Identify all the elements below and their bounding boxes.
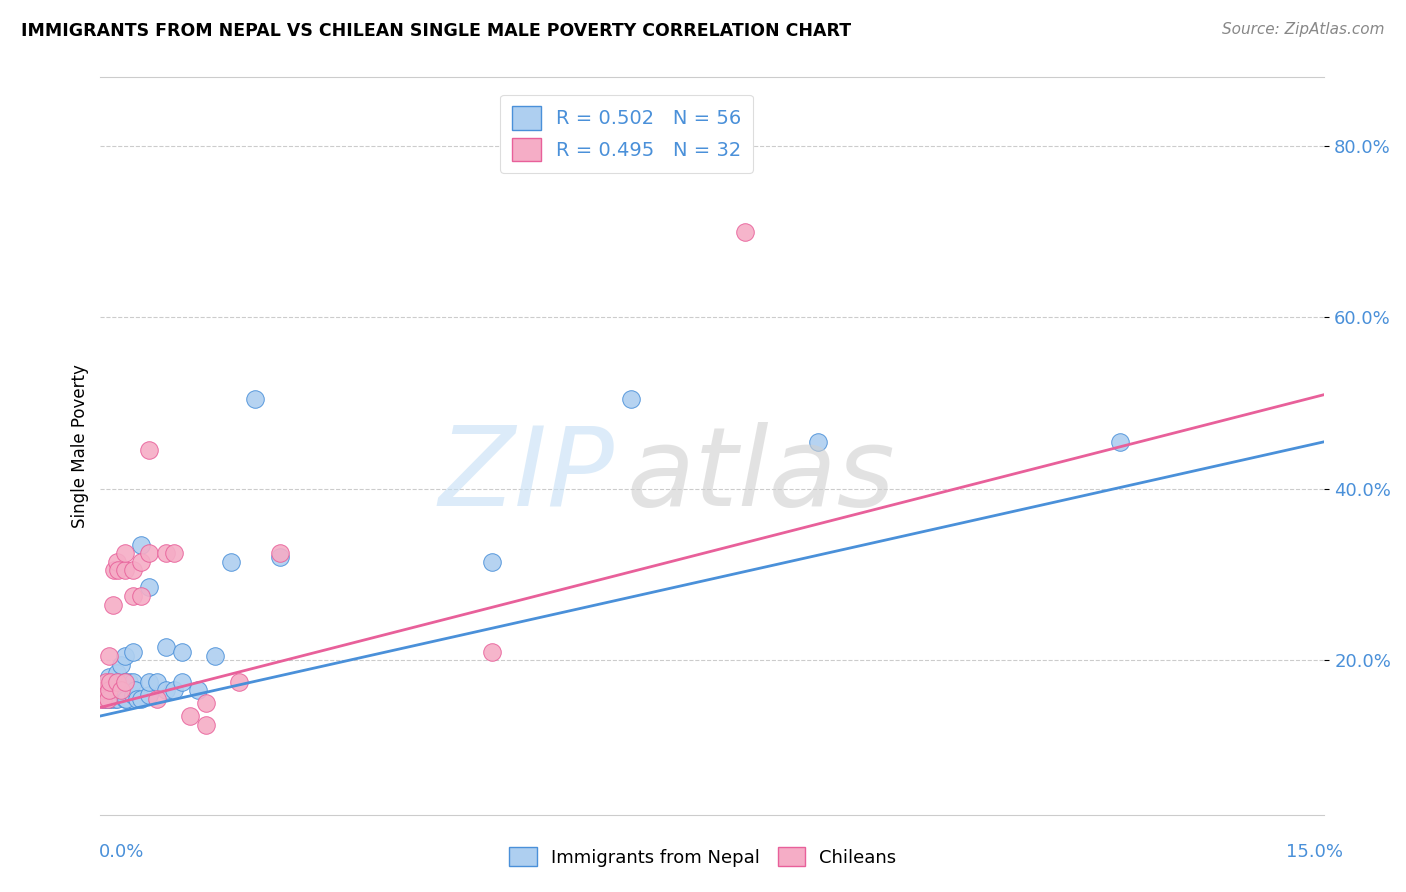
Point (105, 683, 128, 698)
Point (114, 648, 136, 663)
Point (125, 691, 148, 706)
Point (170, 674, 193, 689)
Point (129, 555, 152, 569)
Point (94, 674, 117, 689)
Point (195, 696, 218, 710)
Point (101, 598, 124, 612)
Point (146, 691, 169, 706)
Point (138, 674, 160, 689)
Point (97, 683, 120, 698)
Point (129, 538, 152, 552)
Point (110, 683, 132, 698)
Point (269, 550, 291, 565)
Point (118, 674, 141, 689)
Point (269, 546, 291, 560)
Point (114, 674, 136, 689)
Point (187, 683, 209, 698)
Point (481, 555, 503, 569)
Point (103, 688, 125, 702)
Point (103, 683, 125, 698)
Point (105, 555, 128, 569)
Point (110, 657, 132, 672)
Point (114, 546, 136, 560)
Text: atlas: atlas (627, 422, 896, 529)
Point (122, 688, 145, 702)
Point (114, 674, 136, 689)
Point (107, 683, 129, 698)
Legend: R = 0.502   N = 56, R = 0.495   N = 32: R = 0.502 N = 56, R = 0.495 N = 32 (501, 95, 754, 173)
Point (138, 443, 160, 458)
Point (228, 674, 250, 689)
Point (100, 691, 122, 706)
Point (97, 670, 120, 684)
Point (104, 691, 127, 706)
Point (122, 589, 145, 603)
Point (245, 392, 267, 406)
Point (129, 691, 152, 706)
Point (163, 546, 186, 560)
Point (91, 691, 114, 706)
Point (97, 691, 120, 706)
Point (103, 563, 125, 577)
Point (114, 691, 136, 706)
Point (93, 683, 115, 698)
Point (481, 645, 503, 659)
Point (98, 688, 121, 702)
Legend: Immigrants from Nepal, Chileans: Immigrants from Nepal, Chileans (502, 840, 904, 874)
Text: ZIP: ZIP (439, 422, 614, 529)
Point (734, 225, 756, 239)
Text: 15.0%: 15.0% (1285, 843, 1343, 861)
Text: IMMIGRANTS FROM NEPAL VS CHILEAN SINGLE MALE POVERTY CORRELATION CHART: IMMIGRANTS FROM NEPAL VS CHILEAN SINGLE … (21, 22, 851, 40)
Point (105, 666, 128, 681)
Point (110, 683, 132, 698)
Point (146, 674, 169, 689)
Point (105, 674, 128, 689)
Point (179, 709, 201, 723)
Point (138, 546, 160, 560)
Point (93, 688, 115, 702)
Point (93, 691, 115, 706)
Point (122, 645, 145, 659)
Point (138, 581, 160, 595)
Point (100, 683, 122, 698)
Point (105, 691, 128, 706)
Point (97, 648, 120, 663)
Point (138, 688, 160, 702)
Point (170, 645, 193, 659)
Point (155, 640, 177, 655)
Point (94, 688, 117, 702)
Point (807, 434, 830, 449)
Point (101, 674, 124, 689)
Text: Source: ZipAtlas.com: Source: ZipAtlas.com (1222, 22, 1385, 37)
Point (124, 683, 146, 698)
Point (122, 563, 145, 577)
Y-axis label: Single Male Poverty: Single Male Poverty (72, 364, 89, 528)
Point (96, 691, 118, 706)
Point (163, 683, 186, 698)
Point (105, 674, 128, 689)
Point (97, 691, 120, 706)
Point (114, 563, 136, 577)
Text: 0.0%: 0.0% (98, 843, 143, 861)
Point (1109, 434, 1132, 449)
Point (204, 648, 226, 663)
Point (107, 563, 129, 577)
Point (98, 674, 121, 689)
Point (122, 674, 145, 689)
Point (195, 717, 218, 731)
Point (155, 546, 177, 560)
Point (115, 691, 138, 706)
Point (108, 674, 131, 689)
Point (97, 688, 120, 702)
Point (94, 683, 117, 698)
Point (114, 683, 136, 698)
Point (129, 589, 152, 603)
Point (155, 683, 177, 698)
Point (219, 555, 242, 569)
Point (91, 691, 114, 706)
Point (620, 392, 643, 406)
Point (97, 679, 120, 693)
